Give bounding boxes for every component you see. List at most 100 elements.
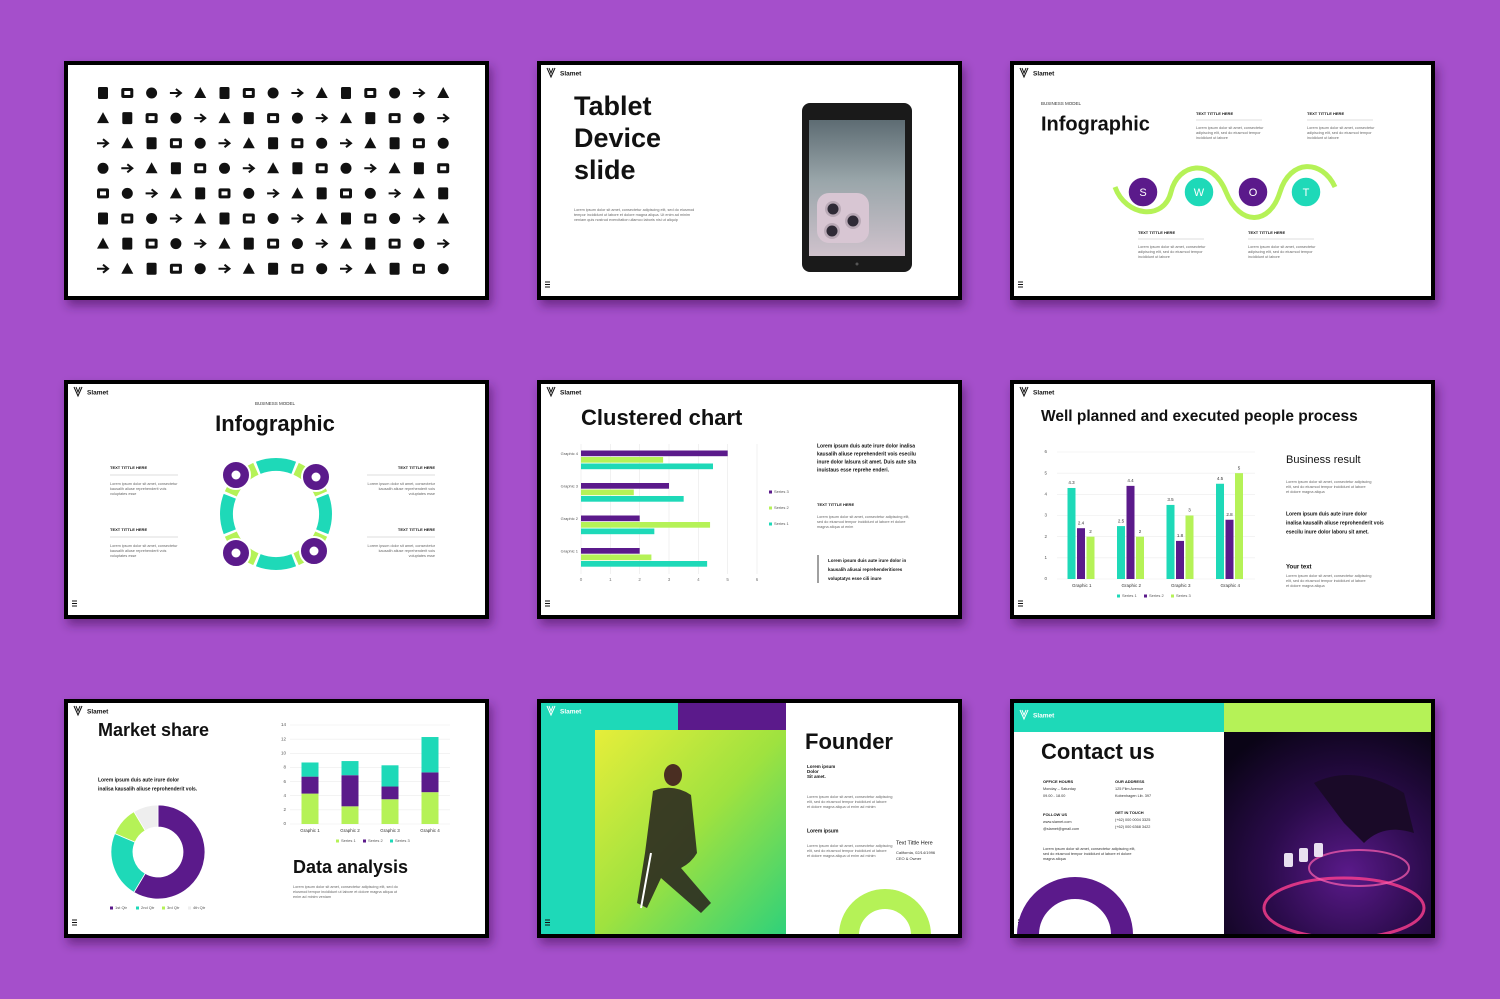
icon (340, 237, 352, 249)
x-tick-label: Graphic 2 (340, 828, 360, 833)
kicker: BUSINESS MODEL (255, 401, 296, 406)
body-text: Lorem ipsum dolor sit amet, consectetur … (817, 515, 909, 519)
body-text: Lorem ipsum dolor sit amet, consectetur (1138, 245, 1206, 249)
icon (145, 162, 158, 174)
bar-segment (381, 799, 399, 824)
photo-knob (1284, 853, 1293, 867)
icon (121, 163, 134, 174)
body-text: voluptates esse (409, 492, 435, 496)
block-heading: GET IN TOUCH (1115, 810, 1144, 815)
tagline: Dolor (807, 769, 819, 774)
block-heading: OFFICE HOURS (1043, 779, 1074, 784)
bar (581, 548, 640, 554)
body-text: Lorem ipsum dolor sit amet, consectetur (1307, 126, 1375, 130)
body-text: Lorem ipsum dolor sit amet, consectetur (110, 482, 178, 486)
body-text: Lorem ipsum dolor sit amet, consectetur … (807, 844, 892, 848)
icon (365, 237, 376, 250)
icon (391, 241, 398, 246)
icon (367, 91, 374, 95)
ring-segment (255, 554, 297, 570)
bar (1235, 473, 1243, 579)
slide: Slamet BUSINESS MODEL Infographic S W O T TEXT … (1014, 65, 1431, 296)
bar (1216, 483, 1224, 579)
y-tick-label: 12 (281, 736, 287, 741)
icon-glyph (231, 548, 241, 558)
icon (169, 213, 183, 224)
icon (172, 141, 179, 146)
value-label: 4.4 (1127, 478, 1134, 483)
icon (169, 187, 182, 199)
bar (1117, 526, 1125, 579)
icon (291, 187, 304, 199)
contact-line: (+62) 000 6368 3422 (1115, 825, 1150, 829)
legend-label: Series 2 (1149, 593, 1164, 598)
legend-swatch (336, 839, 339, 843)
bar (581, 450, 728, 457)
photo-hand (1314, 775, 1414, 843)
legend-swatch (390, 839, 393, 843)
icon (267, 188, 280, 199)
value-label: 4.3 (1068, 480, 1075, 485)
icon (389, 213, 401, 224)
body-text: voluptates esse (110, 492, 136, 496)
legend-swatch (769, 506, 772, 510)
y-tick-label: 6 (283, 779, 286, 784)
block-heading: TEXT TITTLE HERE (1248, 230, 1285, 235)
y-tick-label: 4 (1044, 492, 1047, 497)
body-text: Lorem ipsum dolor sit amet, consectetur (1248, 245, 1316, 249)
icon (124, 216, 131, 221)
body-text: et dolore magna aliqua (1286, 584, 1326, 588)
icon (291, 112, 303, 124)
y-tick-label: Graphic 4 (561, 451, 579, 456)
person-detail: CEO & Owner (896, 856, 922, 861)
brand-name: Slamet (560, 71, 582, 78)
icon (388, 162, 401, 174)
icon (412, 213, 426, 224)
brand-name: Slamet (1033, 713, 1055, 720)
lead-text: kausalih aliuse reprehenderit vois eseci… (817, 451, 916, 457)
contact-line: Monday – Saturday (1043, 787, 1076, 791)
body-text: elit, sed do eiusmod tempor incididunt u… (807, 849, 887, 853)
body-text: Lorem ipsum dolor sit amet, consectetur … (1286, 574, 1371, 578)
x-tick-label: 3 (668, 577, 671, 582)
icon (291, 213, 305, 224)
icon (415, 266, 422, 271)
tagline: Sit amet. (807, 774, 826, 779)
icon (340, 112, 352, 124)
icon-glyph (231, 470, 241, 480)
ring-segment (316, 493, 333, 535)
block-heading: TEXT TITTLE HERE (398, 527, 435, 532)
icon (194, 238, 207, 249)
slide-background (68, 65, 485, 296)
legend-label: Series 2 (368, 838, 383, 843)
value-label: 2 (1089, 529, 1092, 534)
icon (221, 191, 228, 196)
icon (197, 166, 204, 171)
photo-light (1308, 849, 1410, 887)
camera-lens (847, 215, 859, 227)
icon (413, 112, 425, 124)
body-text: Lorem ipsum dolor sit amet, consectetur (367, 544, 435, 548)
y-tick-label: 14 (281, 722, 287, 727)
slide-title: Clustered chart (581, 405, 743, 430)
icon (145, 188, 159, 199)
icon (440, 166, 447, 171)
body-text: elit, sed do eiusmod tempor incididunt u… (1286, 579, 1366, 583)
block-heading: TEXT TITTLE HERE (110, 527, 147, 532)
icon (364, 163, 377, 174)
body-text: Lorem ipsum dolor sit amet, consectetur (367, 482, 435, 486)
lead-text: Lorem ipsum duis aute irure dolor inalis… (817, 443, 915, 449)
x-tick-label: Graphic 1 (1072, 583, 1092, 588)
x-tick-label: Graphic 3 (380, 828, 400, 833)
body-text: voluptates esse (110, 554, 136, 558)
icon (122, 237, 133, 250)
icon (146, 137, 157, 150)
body-text: kausalih aliuse reprehenderit vois (110, 487, 166, 491)
camera-lens (826, 225, 838, 237)
section-heading: Data analysis (293, 857, 408, 877)
bar-segment (301, 776, 319, 794)
y-tick-label: 0 (1044, 576, 1047, 581)
